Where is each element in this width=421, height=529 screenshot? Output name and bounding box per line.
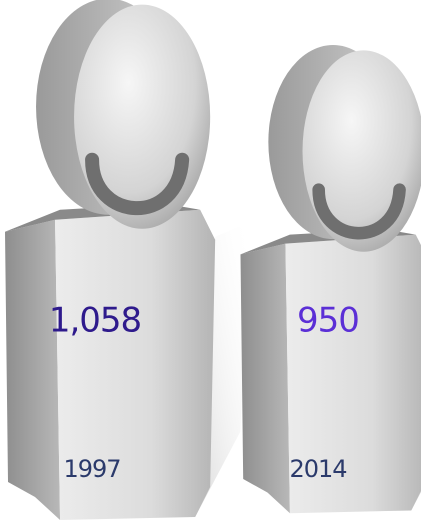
person-figure bbox=[240, 45, 421, 514]
smile bbox=[85, 152, 190, 216]
body-side bbox=[240, 243, 290, 514]
body-front bbox=[285, 234, 421, 514]
year-label: 2014 bbox=[289, 455, 346, 483]
smile bbox=[312, 183, 406, 240]
head-front bbox=[74, 4, 211, 229]
person-figure bbox=[5, 0, 251, 520]
year-label: 1997 bbox=[63, 455, 120, 483]
value-label: 1,058 bbox=[49, 301, 141, 341]
head-front bbox=[302, 50, 421, 252]
body-front bbox=[55, 209, 216, 520]
value-label: 950 bbox=[297, 301, 359, 341]
body-side bbox=[5, 219, 61, 520]
